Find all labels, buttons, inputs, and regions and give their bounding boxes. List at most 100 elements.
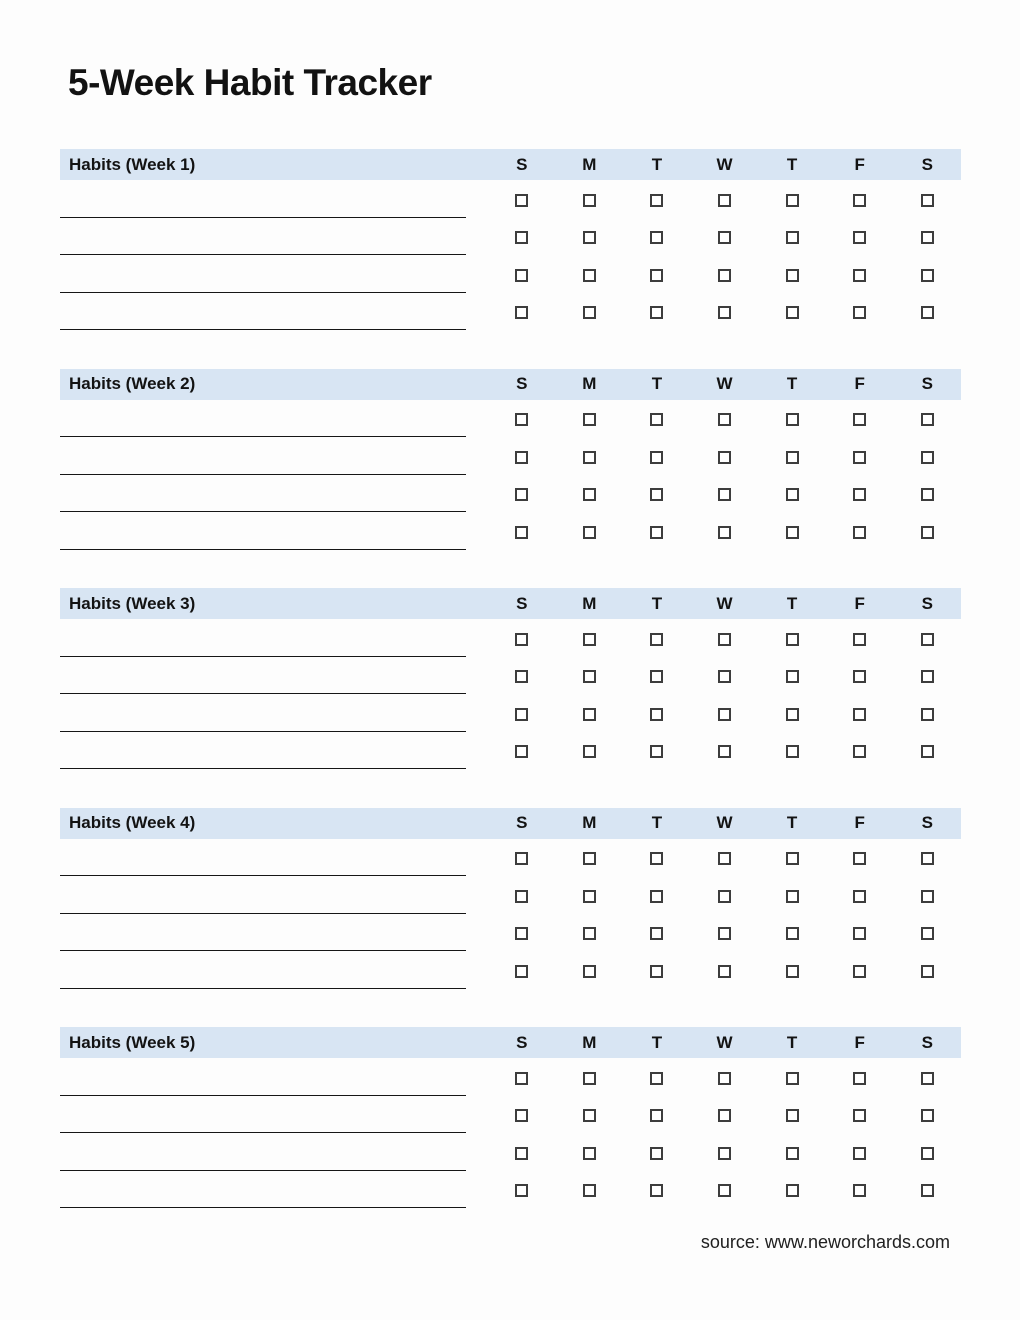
habit-name-field[interactable] [60,180,466,218]
day-checkbox[interactable] [920,1184,934,1198]
day-checkbox[interactable] [718,413,732,427]
day-checkbox[interactable] [785,306,799,320]
day-checkbox[interactable] [853,1184,867,1198]
day-checkbox[interactable] [582,852,596,866]
day-checkbox[interactable] [718,306,732,320]
day-checkbox[interactable] [650,745,664,759]
day-checkbox[interactable] [515,231,529,245]
day-checkbox[interactable] [853,450,867,464]
day-checkbox[interactable] [853,193,867,207]
habit-name-field[interactable] [60,218,466,255]
day-checkbox[interactable] [515,889,529,903]
day-checkbox[interactable] [718,450,732,464]
day-checkbox[interactable] [920,1109,934,1123]
day-checkbox[interactable] [718,707,732,721]
day-checkbox[interactable] [853,1146,867,1160]
day-checkbox[interactable] [785,1184,799,1198]
habit-name-field[interactable] [60,1171,466,1208]
day-checkbox[interactable] [920,707,934,721]
day-checkbox[interactable] [650,964,664,978]
day-checkbox[interactable] [785,488,799,502]
day-checkbox[interactable] [718,632,732,646]
day-checkbox[interactable] [718,193,732,207]
day-checkbox[interactable] [650,632,664,646]
day-checkbox[interactable] [718,1184,732,1198]
day-checkbox[interactable] [785,745,799,759]
day-checkbox[interactable] [515,745,529,759]
day-checkbox[interactable] [785,1109,799,1123]
day-checkbox[interactable] [515,1109,529,1123]
day-checkbox[interactable] [785,889,799,903]
habit-name-field[interactable] [60,732,466,769]
day-checkbox[interactable] [785,450,799,464]
day-checkbox[interactable] [650,852,664,866]
day-checkbox[interactable] [718,1109,732,1123]
habit-name-field[interactable] [60,512,466,550]
day-checkbox[interactable] [853,964,867,978]
day-checkbox[interactable] [718,1071,732,1085]
day-checkbox[interactable] [582,889,596,903]
day-checkbox[interactable] [582,450,596,464]
day-checkbox[interactable] [785,1071,799,1085]
day-checkbox[interactable] [785,231,799,245]
day-checkbox[interactable] [718,268,732,282]
day-checkbox[interactable] [582,632,596,646]
day-checkbox[interactable] [920,268,934,282]
day-checkbox[interactable] [718,670,732,684]
habit-name-field[interactable] [60,914,466,951]
day-checkbox[interactable] [718,525,732,539]
day-checkbox[interactable] [920,745,934,759]
day-checkbox[interactable] [853,413,867,427]
day-checkbox[interactable] [718,1146,732,1160]
day-checkbox[interactable] [920,927,934,941]
day-checkbox[interactable] [650,1071,664,1085]
day-checkbox[interactable] [853,231,867,245]
day-checkbox[interactable] [920,1146,934,1160]
day-checkbox[interactable] [785,268,799,282]
day-checkbox[interactable] [718,964,732,978]
day-checkbox[interactable] [785,1146,799,1160]
day-checkbox[interactable] [853,852,867,866]
day-checkbox[interactable] [920,450,934,464]
day-checkbox[interactable] [718,889,732,903]
day-checkbox[interactable] [582,525,596,539]
day-checkbox[interactable] [582,745,596,759]
habit-name-field[interactable] [60,1058,466,1096]
habit-name-field[interactable] [60,437,466,475]
day-checkbox[interactable] [582,1071,596,1085]
habit-name-field[interactable] [60,1133,466,1171]
day-checkbox[interactable] [515,927,529,941]
day-checkbox[interactable] [650,670,664,684]
day-checkbox[interactable] [920,488,934,502]
day-checkbox[interactable] [853,707,867,721]
day-checkbox[interactable] [785,964,799,978]
day-checkbox[interactable] [582,193,596,207]
day-checkbox[interactable] [853,268,867,282]
day-checkbox[interactable] [515,193,529,207]
habit-name-field[interactable] [60,475,466,512]
day-checkbox[interactable] [853,889,867,903]
day-checkbox[interactable] [515,488,529,502]
day-checkbox[interactable] [718,231,732,245]
day-checkbox[interactable] [920,193,934,207]
day-checkbox[interactable] [853,1071,867,1085]
day-checkbox[interactable] [515,268,529,282]
day-checkbox[interactable] [650,488,664,502]
day-checkbox[interactable] [582,306,596,320]
habit-name-field[interactable] [60,951,466,989]
day-checkbox[interactable] [853,488,867,502]
day-checkbox[interactable] [582,964,596,978]
habit-name-field[interactable] [60,694,466,732]
day-checkbox[interactable] [650,306,664,320]
day-checkbox[interactable] [718,927,732,941]
day-checkbox[interactable] [650,889,664,903]
day-checkbox[interactable] [920,670,934,684]
day-checkbox[interactable] [515,306,529,320]
day-checkbox[interactable] [920,413,934,427]
habit-name-field[interactable] [60,255,466,293]
habit-name-field[interactable] [60,657,466,694]
day-checkbox[interactable] [650,707,664,721]
day-checkbox[interactable] [920,525,934,539]
day-checkbox[interactable] [853,525,867,539]
day-checkbox[interactable] [920,306,934,320]
